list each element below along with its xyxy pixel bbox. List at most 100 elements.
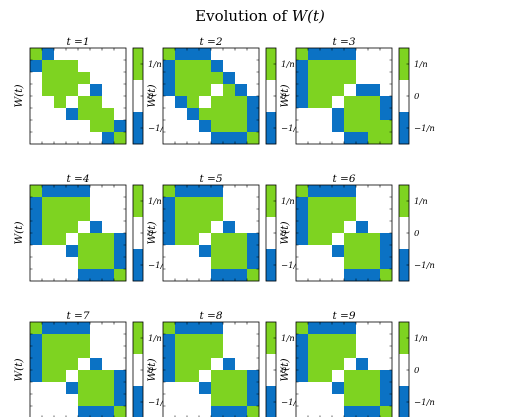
heatmap-cell xyxy=(356,334,369,347)
heatmap-cell xyxy=(380,394,393,407)
heatmap-cell xyxy=(247,269,260,282)
heatmap-cell xyxy=(235,233,248,246)
heatmap-cell xyxy=(78,197,91,210)
heatmap-cell xyxy=(30,394,43,407)
heatmap-cell xyxy=(368,233,381,246)
heatmap-cell xyxy=(211,48,224,61)
y-axis-label: W(t) xyxy=(146,221,158,244)
heatmap-cell xyxy=(66,269,79,282)
heatmap-cell xyxy=(78,406,91,417)
heatmap-cell xyxy=(235,346,248,359)
heatmap-cell xyxy=(54,221,67,234)
heatmap-cell xyxy=(296,370,309,383)
heatmap-cell xyxy=(102,269,115,282)
heatmap-cell xyxy=(368,197,381,210)
heatmap-cell xyxy=(78,346,91,359)
heatmap-cell xyxy=(187,257,200,270)
heatmap-cell xyxy=(211,269,224,282)
heatmap-cell xyxy=(247,84,260,97)
heatmap-cell xyxy=(368,346,381,359)
heatmap-cell xyxy=(66,197,79,210)
heatmap-cell xyxy=(344,257,357,270)
y-axis-label: W(t) xyxy=(279,84,291,107)
colorbar-segment xyxy=(266,185,276,218)
panel-title: t =5 xyxy=(199,173,222,185)
heatmap-cell xyxy=(211,233,224,246)
colorbar-tick-label: 0 xyxy=(148,229,154,239)
heatmap-cell xyxy=(380,60,393,73)
heatmap-cell xyxy=(78,221,91,234)
panel-title: t =9 xyxy=(332,310,355,322)
heatmap-cell xyxy=(344,209,357,222)
heatmap-cell xyxy=(163,108,176,121)
heatmap-cell xyxy=(332,245,345,258)
heatmap-cell xyxy=(66,72,79,85)
colorbar-segment xyxy=(399,112,409,145)
heatmap-cell xyxy=(90,370,103,383)
heatmap-cell xyxy=(211,346,224,359)
heatmap-cell xyxy=(296,120,309,133)
heatmap-cell xyxy=(211,185,224,198)
heatmap-cell xyxy=(308,322,321,335)
heatmap-cell xyxy=(163,358,176,371)
heatmap-cell xyxy=(199,185,212,198)
heatmap-cell xyxy=(380,382,393,395)
heatmap-cell xyxy=(380,120,393,133)
heatmap-cell xyxy=(320,334,333,347)
heatmap-cell xyxy=(42,185,55,198)
heatmap-cell xyxy=(66,221,79,234)
heatmap-cell xyxy=(175,233,188,246)
heatmap-cell xyxy=(114,233,127,246)
heatmap-cell xyxy=(320,382,333,395)
heatmap-cell xyxy=(102,346,115,359)
heatmap-cell xyxy=(78,233,91,246)
colorbar-segment xyxy=(399,322,409,355)
heatmap-cell xyxy=(308,72,321,85)
heatmap-cell xyxy=(344,132,357,145)
heatmap-cell xyxy=(296,322,309,335)
heatmap-cell xyxy=(223,322,236,335)
heatmap-cell xyxy=(175,84,188,97)
heatmap-cell xyxy=(90,96,103,109)
heatmap-cell xyxy=(296,197,309,210)
heatmap-cell xyxy=(332,185,345,198)
heatmap-cell xyxy=(320,197,333,210)
heatmap-cell xyxy=(175,108,188,121)
heatmap-cell xyxy=(247,406,260,417)
heatmap-cell xyxy=(235,60,248,73)
heatmap-cell xyxy=(42,84,55,97)
heatmap-cell xyxy=(187,370,200,383)
colorbar-tick-label: 1/n xyxy=(281,197,295,207)
heatmap-cell xyxy=(380,406,393,417)
heatmap-cell xyxy=(235,48,248,61)
heatmap-panel: t =2 W(t) 1/n 0 −1/n xyxy=(146,36,302,145)
heatmap-cell xyxy=(211,96,224,109)
heatmap-cell xyxy=(332,322,345,335)
heatmap-cell xyxy=(78,269,91,282)
heatmap-cell xyxy=(42,382,55,395)
heatmap-cell xyxy=(320,96,333,109)
heatmap-cell xyxy=(199,406,212,417)
heatmap-cell xyxy=(296,233,309,246)
heatmap-cell xyxy=(187,120,200,133)
heatmap-cell xyxy=(320,269,333,282)
heatmap-cell xyxy=(90,382,103,395)
heatmap-cell xyxy=(356,48,369,61)
heatmap-cell xyxy=(187,108,200,121)
colorbar-tick-label: 0 xyxy=(148,366,154,376)
heatmap-cell xyxy=(332,72,345,85)
heatmap-cell xyxy=(54,257,67,270)
heatmap-cell xyxy=(235,322,248,335)
heatmap-cell xyxy=(187,334,200,347)
heatmap-cell xyxy=(235,120,248,133)
panel-grid: t =1 W(t) 1/n 0 −1/n t =2 W(t) 1/n 0 −1/n t =3 W(t)… xyxy=(13,36,435,417)
colorbar-tick-label: −1/n xyxy=(414,261,435,271)
heatmap-cell xyxy=(30,96,43,109)
heatmap-cell xyxy=(66,358,79,371)
heatmap-cell xyxy=(356,72,369,85)
panel-title: t =7 xyxy=(66,310,89,322)
heatmap-cell xyxy=(78,382,91,395)
heatmap-cell xyxy=(308,60,321,73)
heatmap-cell xyxy=(235,382,248,395)
heatmap-cell xyxy=(78,394,91,407)
